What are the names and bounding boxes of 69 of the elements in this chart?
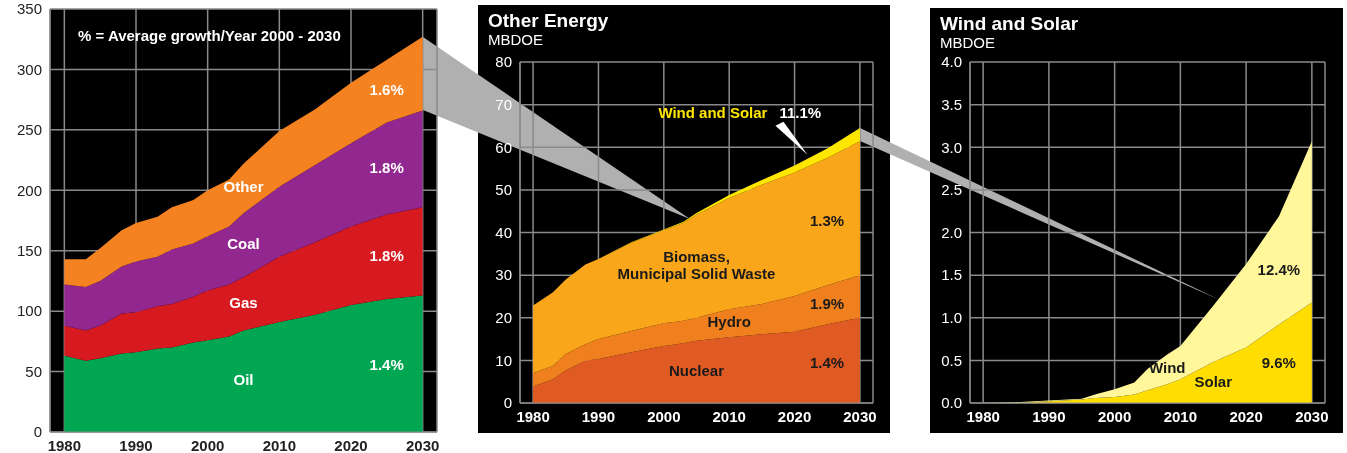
y-tick-label: 80 — [495, 53, 512, 71]
y-tick-label: 150 — [16, 242, 42, 260]
x-tick-label: 1990 — [1032, 407, 1066, 425]
annotation: 1.8% — [369, 158, 404, 176]
x-tick-label: 2030 — [1295, 407, 1329, 425]
y-tick-label: 250 — [16, 121, 42, 139]
text: Wind and Solar — [658, 103, 768, 121]
y-axis-title: MBDOE — [940, 34, 996, 51]
annotation: % = Average growth/Year 2000 - 2030 — [78, 27, 341, 44]
series-label: Oil — [233, 371, 254, 389]
y-tick-label: 300 — [16, 60, 42, 78]
series-label: Other — [223, 178, 264, 196]
annotation: 1.4% — [369, 355, 404, 373]
x-tick-label: 2020 — [1229, 407, 1263, 425]
y-tick-label: 1.0 — [941, 309, 962, 327]
y-tick-label: 3.0 — [941, 138, 962, 156]
series-label: Coal — [227, 235, 260, 253]
y-tick-label: 100 — [16, 302, 42, 320]
y-tick-label: 2.5 — [941, 181, 962, 199]
series-label: Nuclear — [668, 361, 725, 379]
y-tick-label: 10 — [495, 351, 512, 369]
annotation: 1.6% — [369, 81, 404, 99]
x-tick-label: 2000 — [190, 436, 225, 453]
x-tick-label: 1990 — [119, 436, 153, 453]
x-tick-label: 2030 — [843, 407, 877, 425]
series-label: Solar — [1194, 372, 1233, 390]
y-tick-label: 0.0 — [941, 394, 962, 412]
annotation: 1.3% — [810, 211, 845, 229]
y-tick-label: 0 — [33, 423, 42, 441]
y-tick-label: 0 — [503, 394, 512, 412]
x-tick-label: 2010 — [1163, 407, 1198, 425]
x-tick-label: 2020 — [777, 407, 812, 425]
x-tick-label: 2000 — [1097, 407, 1132, 425]
x-tick-label: 1990 — [581, 407, 616, 425]
y-tick-label: 1.5 — [941, 266, 962, 284]
y-axis-title: MBDOE — [488, 31, 544, 48]
x-tick-label: 2030 — [405, 436, 440, 453]
y-tick-label: 20 — [495, 309, 512, 327]
series-label: Hydro — [707, 313, 751, 331]
y-tick-label: 50 — [25, 362, 42, 380]
x-tick-label: 1980 — [966, 407, 1000, 425]
x-tick-label: 2000 — [647, 407, 681, 425]
series-label: Gas — [229, 293, 258, 311]
y-tick-label: 4.0 — [941, 53, 962, 71]
x-tick-label: 2020 — [334, 436, 368, 453]
y-tick-label: 30 — [495, 266, 512, 284]
x-tick-label: 1980 — [47, 436, 82, 453]
annotation: 12.4% — [1257, 260, 1301, 278]
x-tick-label: 2010 — [262, 436, 297, 453]
annotation: 11.1% — [779, 103, 822, 121]
y-tick-label: 0.5 — [941, 351, 962, 369]
x-tick-label: 2010 — [712, 407, 746, 425]
y-tick-label: 70 — [495, 95, 512, 113]
y-tick-label: 350 — [16, 0, 42, 18]
x-tick-label: 1980 — [516, 407, 550, 425]
series-label: Wind — [1148, 359, 1186, 377]
y-tick-label: 2.0 — [941, 223, 962, 241]
annotation: 1.9% — [810, 294, 845, 312]
chart-title: Wind and Solar — [940, 13, 1079, 34]
y-tick-label: 50 — [495, 181, 512, 199]
chart-title: Other Energy — [488, 10, 609, 31]
annotation: 1.4% — [810, 353, 845, 371]
y-tick-label: 40 — [495, 223, 512, 241]
y-tick-label: 3.5 — [941, 95, 962, 113]
annotation: 1.8% — [369, 246, 404, 264]
y-tick-label: 200 — [16, 181, 42, 199]
series-label: Biomass, Municipal Solid Waste — [617, 247, 776, 282]
annotation: 9.6% — [1261, 353, 1296, 371]
y-tick-label: 60 — [495, 138, 512, 156]
